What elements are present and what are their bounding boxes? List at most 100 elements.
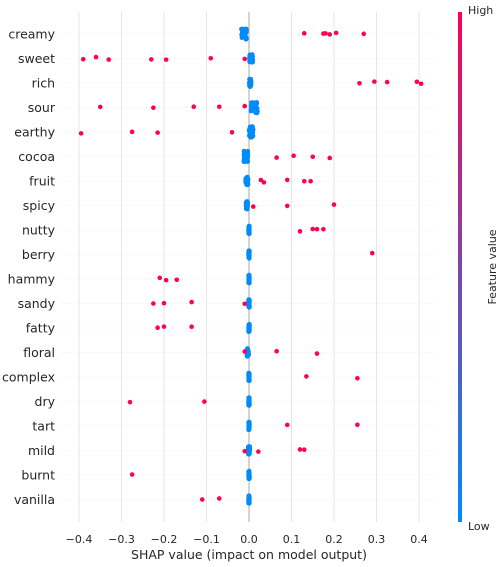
feature-label: fruit <box>29 174 55 189</box>
low-value-point <box>246 225 252 231</box>
high-value-point <box>327 32 333 37</box>
x-tick-label: −0.4 <box>66 533 93 546</box>
high-value-point <box>384 79 390 85</box>
high-value-point <box>331 202 337 207</box>
high-value-point <box>291 153 296 159</box>
low-value-point <box>246 500 252 506</box>
low-value-point <box>246 397 251 403</box>
high-value-point <box>308 178 313 184</box>
high-value-point <box>229 130 235 135</box>
high-value-point <box>106 57 112 62</box>
high-value-point <box>310 154 316 160</box>
low-value-point <box>247 323 252 329</box>
high-value-point <box>369 250 375 256</box>
feature-label: spicy <box>23 198 56 213</box>
high-value-point <box>323 31 328 36</box>
low-value-point <box>247 402 252 407</box>
high-value-point <box>202 399 207 404</box>
high-value-point <box>191 104 197 110</box>
high-value-point <box>297 447 303 452</box>
high-value-point <box>216 104 222 110</box>
high-value-point <box>127 399 133 405</box>
low-value-point <box>246 376 252 382</box>
high-value-point <box>256 449 261 454</box>
high-value-point <box>361 31 367 37</box>
high-value-point <box>163 57 169 62</box>
low-value-point <box>246 473 252 479</box>
high-value-point <box>216 496 222 501</box>
high-value-point <box>284 203 290 209</box>
high-value-point <box>372 79 377 84</box>
x-tick-label: −0.3 <box>108 533 135 546</box>
low-value-point <box>250 127 256 133</box>
feature-label: sweet <box>18 51 55 66</box>
colorbar-high-label: High <box>468 4 493 17</box>
high-value-point <box>148 57 154 62</box>
gridlines <box>62 12 436 522</box>
feature-label: dry <box>35 394 56 409</box>
low-value-point <box>250 133 256 139</box>
high-value-point <box>414 79 420 85</box>
low-value-point <box>249 54 255 60</box>
high-value-point <box>355 375 360 381</box>
high-value-point <box>301 31 307 36</box>
feature-label: berry <box>22 247 56 262</box>
high-value-point <box>93 54 99 60</box>
high-value-point <box>161 300 167 306</box>
high-value-point <box>321 226 326 232</box>
high-value-point <box>314 226 320 232</box>
high-value-point <box>284 177 290 183</box>
high-value-point <box>284 422 290 428</box>
high-value-point <box>274 155 279 160</box>
feature-label: hammy <box>8 272 56 287</box>
high-value-point <box>274 348 279 354</box>
low-value-point <box>247 420 252 426</box>
high-value-point <box>250 204 256 209</box>
feature-label: vanilla <box>14 492 55 507</box>
x-tick-label: −0.2 <box>151 533 178 546</box>
high-value-point <box>97 104 103 110</box>
high-value-point <box>242 349 248 354</box>
high-value-point <box>304 374 309 379</box>
high-value-point <box>155 325 160 331</box>
low-value-point <box>246 229 252 234</box>
feature-label: sour <box>28 100 56 115</box>
colorbar-title: Feature value <box>486 229 499 304</box>
low-value-point <box>246 327 251 332</box>
feature-label: rich <box>32 76 55 91</box>
feature-label: complex <box>2 370 55 385</box>
high-value-point <box>301 178 307 184</box>
low-value-point <box>246 277 252 283</box>
low-value-point <box>243 32 248 37</box>
high-value-point <box>327 155 333 161</box>
feature-label: creamy <box>8 27 55 42</box>
low-value-point <box>246 302 252 307</box>
x-tick-label: 0.4 <box>410 533 428 546</box>
x-tick-label: 0.1 <box>283 533 301 546</box>
low-value-point <box>246 250 251 255</box>
low-value-point <box>243 155 249 161</box>
feature-label: nutty <box>22 223 56 238</box>
low-value-point <box>247 451 252 456</box>
low-value-point <box>246 255 252 261</box>
low-value-point <box>246 469 252 475</box>
high-value-point <box>174 277 180 283</box>
feature-label: tart <box>32 419 55 434</box>
high-value-point <box>129 129 135 135</box>
feature-label: burnt <box>21 468 55 483</box>
high-value-point <box>189 299 194 305</box>
low-value-point <box>246 371 252 377</box>
low-value-point <box>247 80 252 86</box>
high-value-point <box>161 324 167 329</box>
x-tick-label: 0.0 <box>240 533 258 546</box>
colorbar-gradient <box>458 12 462 522</box>
high-value-point <box>129 472 135 477</box>
x-tick-label: 0.3 <box>368 533 386 546</box>
low-value-point <box>246 427 252 432</box>
high-value-point <box>297 229 303 234</box>
high-value-point <box>157 275 163 281</box>
high-value-point <box>418 81 424 87</box>
feature-labels: creamy sweet rich sour earthy cocoa fruit spicy… <box>2 27 56 508</box>
feature-label: cocoa <box>18 149 55 164</box>
